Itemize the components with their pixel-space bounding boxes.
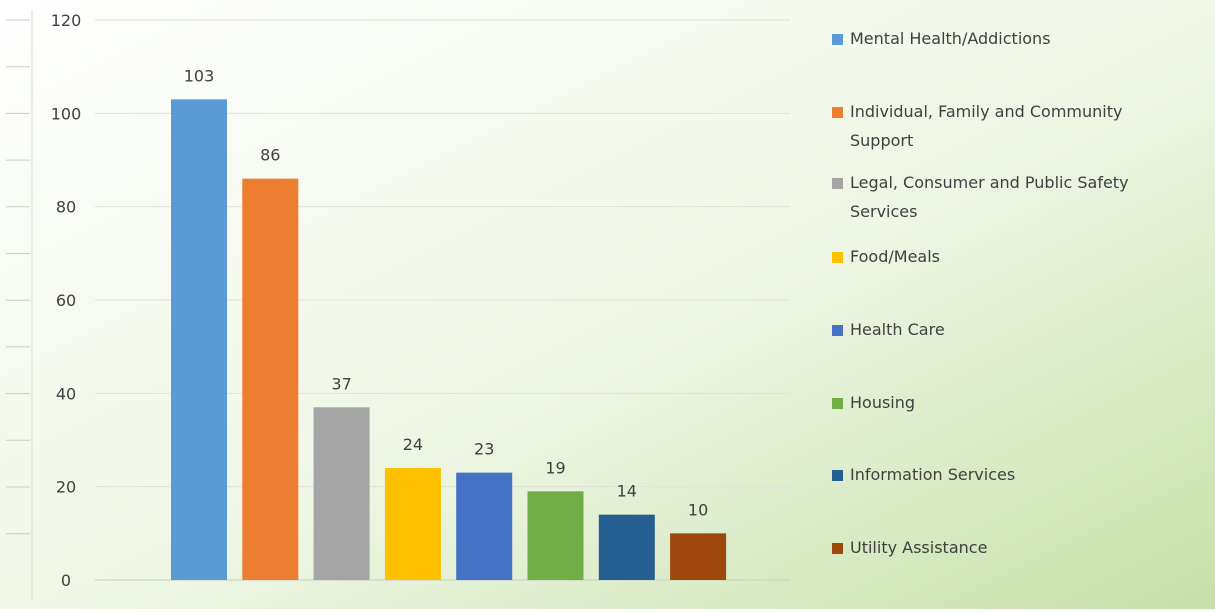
y-tick-label: 80 bbox=[56, 198, 76, 217]
data-label: 19 bbox=[545, 458, 565, 477]
bar bbox=[313, 407, 370, 580]
legend-swatch bbox=[832, 34, 843, 45]
legend-label: Housing bbox=[850, 393, 915, 412]
legend: Mental Health/Addictions Individual, Fami… bbox=[832, 29, 1129, 557]
y-tick-label: 100 bbox=[51, 104, 82, 123]
data-label: 10 bbox=[688, 500, 708, 519]
bar bbox=[384, 468, 441, 580]
legend-label: Food/Meals bbox=[850, 247, 940, 266]
legend-swatch bbox=[832, 252, 843, 263]
y-axis-tick-labels: 0 20 40 60 80 100 120 bbox=[51, 11, 82, 590]
y-tick-label: 40 bbox=[56, 384, 76, 403]
legend-label: Mental Health/Addictions bbox=[850, 29, 1051, 48]
bar bbox=[527, 491, 584, 580]
data-labels: 103 86 37 24 23 19 14 10 bbox=[184, 66, 709, 519]
bar bbox=[456, 472, 513, 580]
legend-label: Individual, Family and Community bbox=[850, 102, 1122, 121]
legend-label: Legal, Consumer and Public Safety bbox=[850, 173, 1129, 192]
data-label: 14 bbox=[617, 482, 637, 501]
y-tick-label: 0 bbox=[61, 571, 71, 590]
data-label: 103 bbox=[184, 66, 215, 85]
data-label: 24 bbox=[403, 435, 423, 454]
legend-swatch bbox=[832, 470, 843, 481]
bar bbox=[598, 514, 655, 580]
bars bbox=[171, 99, 727, 580]
data-label: 37 bbox=[331, 374, 351, 393]
bar bbox=[242, 178, 299, 580]
legend-swatch bbox=[832, 543, 843, 554]
left-axis-ticks bbox=[6, 10, 33, 600]
legend-swatch bbox=[832, 398, 843, 409]
legend-swatch bbox=[832, 325, 843, 336]
y-tick-label: 120 bbox=[51, 11, 82, 30]
legend-label: Support bbox=[850, 131, 913, 150]
y-tick-label: 60 bbox=[56, 291, 76, 310]
data-label: 86 bbox=[260, 146, 280, 165]
data-label: 23 bbox=[474, 440, 494, 459]
bar bbox=[171, 99, 227, 580]
legend-label: Services bbox=[850, 202, 917, 221]
y-tick-label: 20 bbox=[56, 478, 76, 497]
legend-swatch bbox=[832, 107, 843, 118]
legend-label: Information Services bbox=[850, 465, 1015, 484]
legend-swatch bbox=[832, 178, 843, 189]
legend-label: Utility Assistance bbox=[850, 538, 987, 557]
bar bbox=[670, 533, 727, 580]
legend-label: Health Care bbox=[850, 320, 945, 339]
